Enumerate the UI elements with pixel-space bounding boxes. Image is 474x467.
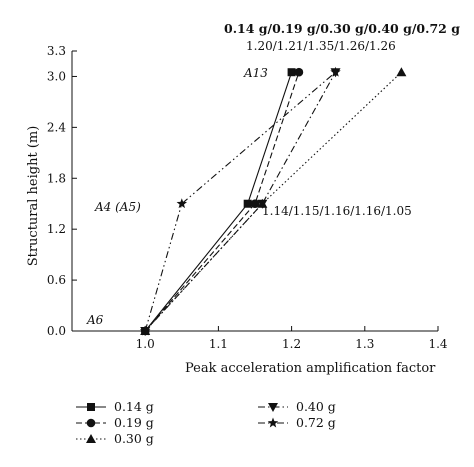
circle-marker — [86, 418, 96, 428]
y-tick-label: 1.8 — [47, 171, 66, 185]
star-marker — [139, 325, 151, 336]
y-tick-label: 1.2 — [47, 222, 66, 236]
star-marker — [330, 66, 341, 77]
series-line — [144, 71, 336, 332]
annotation-a6: A6 — [86, 313, 104, 327]
legend-label: 0.40 g — [296, 399, 336, 414]
series-markers — [139, 66, 407, 336]
annotation-top-header: 0.14 g/0.19 g/0.30 g/0.40 g/0.72 g — [224, 21, 460, 36]
x-axis-ticks: 1.0 1.1 1.2 1.3 1.4 — [136, 326, 448, 351]
y-axis-ticks: 0.0 0.6 1.2 1.8 2.4 3.0 3.3 — [47, 44, 77, 338]
annotation-a4: A4 (A5) — [94, 200, 141, 214]
y-axis-title: Structural height (m) — [26, 126, 41, 267]
series-line — [144, 72, 293, 332]
x-axis-title: Peak acceleration amplification factor — [185, 361, 436, 376]
plot-area — [71, 51, 438, 332]
legend: 0.14 g0.19 g0.30 g 0.40 g0.72 g — [76, 399, 336, 446]
legend-label: 0.19 g — [114, 415, 154, 430]
triangle-up-marker — [86, 434, 96, 443]
annotation-top-values: 1.20/1.21/1.35/1.26/1.26 — [246, 39, 396, 53]
triangle-up-marker — [396, 67, 407, 77]
x-tick-label: 1.3 — [355, 337, 374, 351]
legend-label: 0.72 g — [296, 415, 336, 430]
square-marker — [243, 199, 252, 208]
x-tick-label: 1.2 — [282, 337, 301, 351]
star-marker — [176, 198, 188, 209]
y-tick-label: 2.4 — [47, 120, 66, 134]
x-tick-label: 1.4 — [428, 337, 447, 351]
y-tick-label: 0.6 — [47, 273, 66, 287]
triangle-down-marker — [257, 199, 268, 209]
star-marker — [267, 417, 279, 428]
y-tick-label: 0.0 — [47, 324, 66, 338]
legend-label: 0.30 g — [114, 431, 154, 446]
square-marker — [287, 68, 296, 77]
annotation-mid-values: 1.14/1.15/1.16/1.16/1.05 — [262, 204, 412, 218]
square-marker — [87, 403, 95, 411]
series-line — [144, 71, 336, 332]
series-line — [144, 72, 300, 332]
x-tick-label: 1.1 — [209, 337, 228, 351]
circle-marker — [294, 67, 304, 77]
y-tick-label: 3.0 — [47, 69, 66, 83]
triangle-down-marker — [268, 403, 278, 412]
series-lines — [144, 71, 402, 332]
circle-marker — [250, 199, 260, 209]
x-tick-label: 1.0 — [136, 337, 155, 351]
y-tick-label: 3.3 — [47, 44, 66, 58]
legend-label: 0.14 g — [114, 399, 154, 414]
annotation-a13: A13 — [243, 66, 268, 80]
